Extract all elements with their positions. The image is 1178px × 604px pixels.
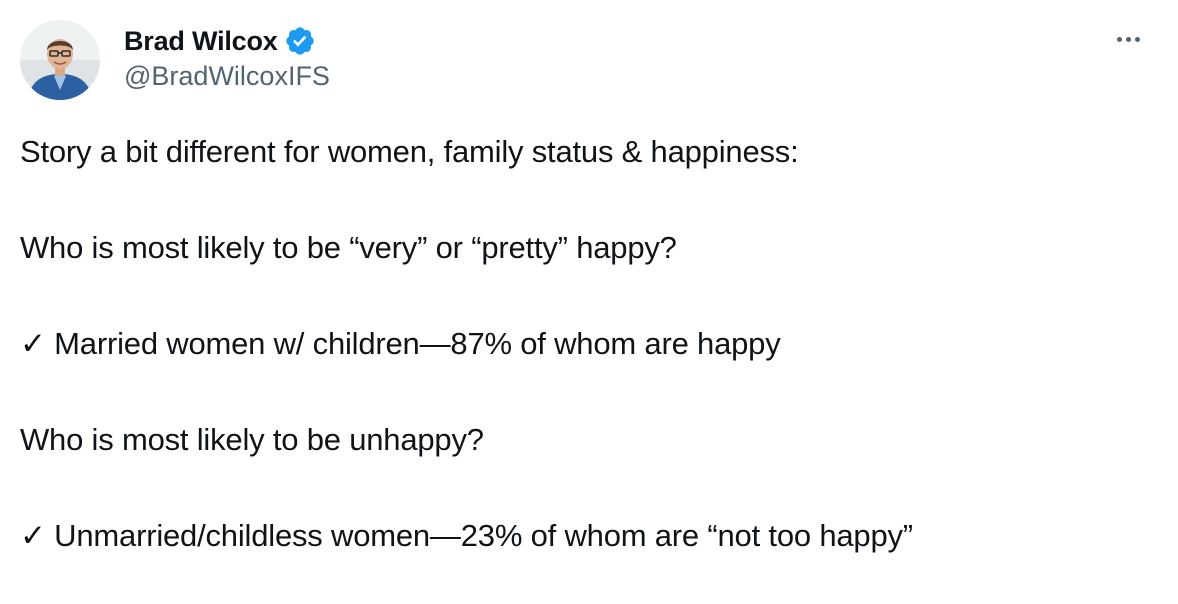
verified-badge-icon[interactable] — [284, 25, 316, 57]
tweet-header: Brad Wilcox @BradWilcoxIFS — [20, 20, 1158, 100]
name-row: Brad Wilcox — [124, 24, 330, 58]
tweet-paragraph: Who is most likely to be “very” or “pret… — [20, 230, 677, 265]
tweet-text: Story a bit different for women, family … — [20, 132, 1160, 556]
more-dot — [1116, 36, 1122, 42]
avatar-photo-icon — [20, 20, 100, 100]
tweet-paragraph: ✓ Married women w/ children—87% of whom … — [20, 326, 781, 361]
more-options-icon[interactable] — [1108, 24, 1148, 54]
author-display-name[interactable]: Brad Wilcox — [124, 25, 278, 56]
tweet-paragraph: Story a bit different for women, family … — [20, 134, 799, 169]
author-info: Brad Wilcox @BradWilcoxIFS — [124, 24, 330, 92]
tweet-paragraph: Who is most likely to be unhappy? — [20, 422, 484, 457]
more-dot — [1134, 36, 1140, 42]
tweet-paragraph: ✓ Unmarried/childless women—23% of whom … — [20, 518, 913, 553]
more-dot — [1125, 36, 1131, 42]
avatar[interactable] — [20, 20, 100, 100]
author-handle[interactable]: @BradWilcoxIFS — [124, 61, 330, 91]
